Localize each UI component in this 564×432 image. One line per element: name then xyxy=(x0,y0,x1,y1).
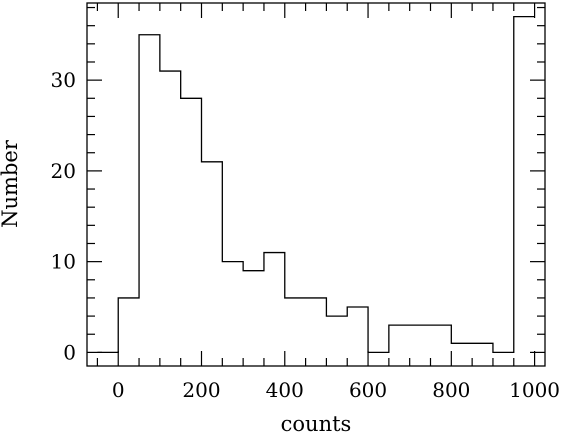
x-axis-title: counts xyxy=(281,412,352,432)
histogram-bin-6 xyxy=(222,262,243,353)
x-tick-labels: 0 200 400 600 800 1000 xyxy=(112,378,560,402)
y-axis-title: Number xyxy=(0,139,22,228)
histogram-bin-20 xyxy=(514,17,535,353)
y-tick-label: 0 xyxy=(63,340,76,364)
histogram-outline xyxy=(97,15,535,354)
histogram-bin-7 xyxy=(243,271,264,353)
histogram-bin-12 xyxy=(347,307,368,352)
histogram-bin-17 xyxy=(451,343,472,352)
histogram-bin-15 xyxy=(410,325,431,352)
histogram-bin-11 xyxy=(326,316,347,352)
histogram-bin-4 xyxy=(181,98,202,352)
x-tick-label: 800 xyxy=(432,378,470,402)
histogram-bin-16 xyxy=(431,325,452,352)
x-tick-label: 1000 xyxy=(509,378,560,402)
histogram-bin-2 xyxy=(139,35,160,353)
histogram-bin-10 xyxy=(306,298,327,352)
histogram-bin-8 xyxy=(264,253,285,353)
histogram-bin-5 xyxy=(202,162,223,353)
y-tick-labels: 0 10 20 30 xyxy=(51,68,76,364)
x-tick-label: 600 xyxy=(349,378,387,402)
y-tick-label: 30 xyxy=(51,68,76,92)
histogram-bin-18 xyxy=(472,343,493,352)
histogram-bin-9 xyxy=(285,298,306,352)
x-tick-label: 0 xyxy=(112,378,125,402)
y-tick-label: 20 xyxy=(51,159,76,183)
x-tick-label: 200 xyxy=(182,378,220,402)
x-tick-label: 400 xyxy=(266,378,304,402)
axis-ticks xyxy=(87,3,545,366)
plot-frame xyxy=(86,2,546,367)
histogram-bin-14 xyxy=(389,325,410,352)
y-tick-label: 10 xyxy=(51,250,76,274)
histogram-bin-3 xyxy=(160,71,181,352)
histogram-bin-1 xyxy=(118,298,139,352)
